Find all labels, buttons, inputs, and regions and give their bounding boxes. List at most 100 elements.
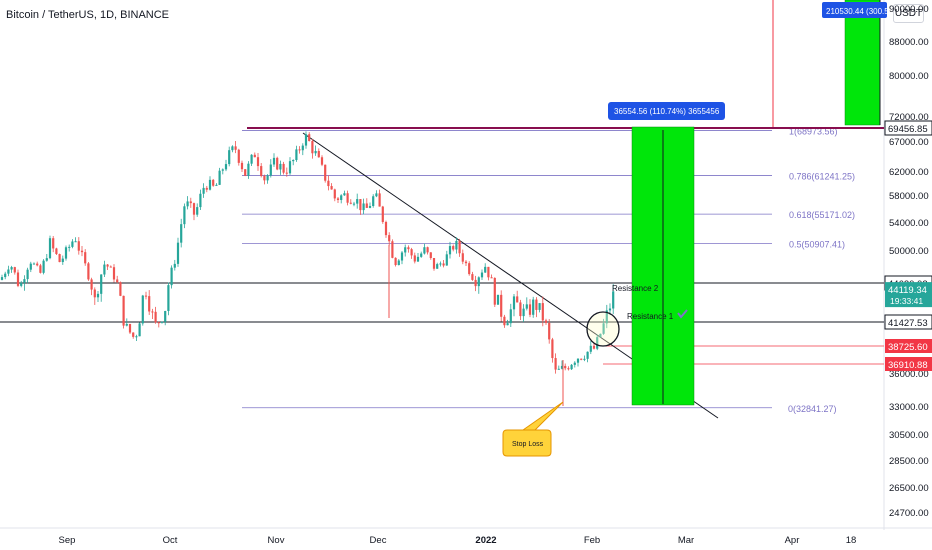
top-box-label: 210530.44 (300.5 [826,7,889,16]
candle-body [397,260,400,266]
price-tick: 28500.00 [889,456,929,467]
currency-selector[interactable]: USDT [893,4,924,23]
candle-body [240,162,244,170]
candle-body [612,291,615,309]
horizontal-levels[interactable] [0,282,884,365]
candle-body [279,163,282,170]
candle-body [314,150,317,154]
candle-body [23,279,26,283]
price-tick: 33000.00 [889,402,929,413]
target-box-label: 36554.56 (110.74%) 3655456 [614,107,720,116]
price-tag-3: 36910.88 [888,360,928,371]
price-tick: 30500.00 [889,430,929,441]
candle-body [84,252,87,264]
stop-loss-label: Stop Loss [512,441,544,448]
candle-body [189,201,192,204]
candle-body [407,247,410,250]
candle-body [80,250,84,253]
candle-body [503,316,506,326]
candle-body [77,241,80,251]
candle-body [32,263,36,265]
candle-body [276,157,279,170]
candle-body [458,240,461,254]
candle-body [324,164,327,181]
candle-body [100,274,103,294]
candle-body [570,364,573,370]
candle-body [260,166,263,176]
price-tick: 62000.00 [889,167,929,178]
candle-body [509,309,512,324]
target-box-label-bg [608,102,725,120]
candlestick-series [0,131,615,406]
candle-body [368,205,372,208]
candle-body [141,295,144,324]
candle-body [548,322,551,340]
candle-body [285,172,288,174]
time-tick: Oct [163,535,178,546]
candle-body [388,235,391,242]
candle-body [288,161,292,174]
candle-body [151,311,154,313]
candle-body [167,285,170,312]
candle-body [228,150,231,165]
candle-body [266,175,269,181]
candle-body [573,362,576,365]
candle-body [541,303,544,321]
candle-body [263,175,266,181]
top-target-box [844,0,881,126]
candle-body [580,358,583,360]
candle-body [199,193,202,208]
chart-title: Bitcoin / TetherUS, 1D, BINANCE [6,9,170,21]
candle-body [160,321,164,323]
price-axis[interactable]: 90000.00 88000.00 80000.00 72000.00 67000.00… [889,4,929,519]
stop-loss-callout[interactable] [502,401,564,457]
candle-body [512,296,516,310]
candle-body [477,277,480,287]
candle-body [247,163,250,176]
candle-body [138,323,141,337]
candle-body [173,263,176,268]
candle-body [605,310,608,324]
resistance-1-label: Resistance 1 [627,312,674,321]
candle-body [16,272,20,286]
candle-body [471,274,474,280]
candle-body [490,277,493,279]
price-tick: 67000.00 [889,137,929,148]
candle-body [506,323,509,326]
candle-body [384,221,388,236]
candle-body [61,258,64,263]
price-tick: 90000.00 [889,4,929,15]
candle-body [551,339,554,359]
candle-body [295,149,298,161]
candle-body [48,238,52,259]
candle-body [589,345,592,352]
candle-body [221,169,224,171]
candle-body [103,264,106,275]
candle-body [7,269,10,274]
candle-body [112,267,116,280]
check-icon [677,309,688,319]
candle-body [90,279,93,290]
price-tag-bg [884,314,932,330]
candle-body [439,263,442,265]
price-tick: 50000.00 [889,246,929,257]
candle-body [445,254,448,266]
breakout-circle[interactable] [586,311,620,347]
resistance-2-label: Resistance 2 [612,284,659,293]
candle-body [442,263,445,266]
candle-body [272,157,276,165]
candle-body [464,261,468,264]
candle-body [10,267,13,270]
time-tick: Dec [370,535,387,546]
candle-body [564,365,567,369]
candle-body [116,279,119,283]
time-axis[interactable]: Sep Oct Nov Dec 2022 Feb Mar Apr 18 [59,535,857,546]
candle-body [474,279,477,287]
candle-body [96,293,100,298]
candle-body [26,269,29,280]
candle-body [500,294,503,317]
price-tag-bg [885,339,932,353]
fibonacci-retracement[interactable]: 1(68973.56) 0.786(61241.25) 0.618(55171.02… [242,127,855,414]
candle-body [336,198,340,200]
